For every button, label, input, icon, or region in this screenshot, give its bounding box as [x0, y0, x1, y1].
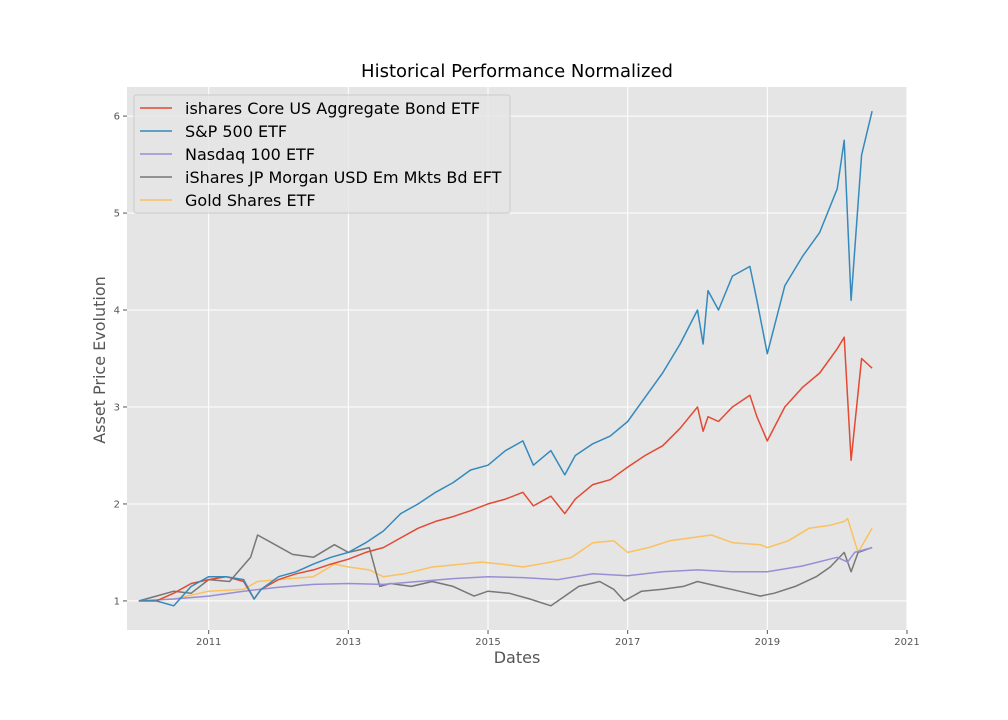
- series-layer: [138, 111, 873, 607]
- series-line-2: [138, 546, 873, 602]
- series-line-1: [138, 111, 873, 607]
- x-tick-label: 2013: [336, 637, 361, 648]
- chart-title: Historical Performance Normalized: [361, 61, 673, 82]
- y-tick-label: 6: [114, 112, 120, 123]
- series-line-3: [138, 534, 873, 607]
- x-tick-label: 2019: [755, 637, 780, 648]
- y-tick-label: 4: [114, 306, 120, 317]
- legend-label: ishares Core US Aggregate Bond ETF: [185, 99, 480, 118]
- x-tick-label: 2015: [475, 637, 500, 648]
- legend-label: S&P 500 ETF: [185, 122, 287, 141]
- legend-label: iShares JP Morgan USD Em Mkts Bd EFT: [185, 168, 502, 187]
- series-line-4: [138, 517, 873, 602]
- legend-label: Gold Shares ETF: [185, 191, 316, 210]
- x-tick-label: 2021: [894, 637, 919, 648]
- y-tick-label: 1: [114, 596, 120, 607]
- x-axis-label: Dates: [494, 648, 541, 667]
- x-tick-label: 2017: [615, 637, 640, 648]
- x-axis-ticks: 2011 2013 2015 2017 2019 2021: [196, 630, 920, 648]
- legend-label: Nasdaq 100 ETF: [185, 145, 315, 164]
- y-tick-label: 5: [114, 209, 120, 220]
- y-tick-label: 3: [114, 402, 120, 413]
- y-axis-label: Asset Price Evolution: [90, 276, 109, 444]
- x-tick-label: 2011: [196, 637, 221, 648]
- legend: ishares Core US Aggregate Bond ETF S&P 50…: [133, 94, 511, 214]
- y-axis-ticks: 1 2 3 4 5 6: [114, 112, 127, 607]
- y-tick-label: 2: [114, 499, 120, 510]
- legend-box: [133, 94, 511, 214]
